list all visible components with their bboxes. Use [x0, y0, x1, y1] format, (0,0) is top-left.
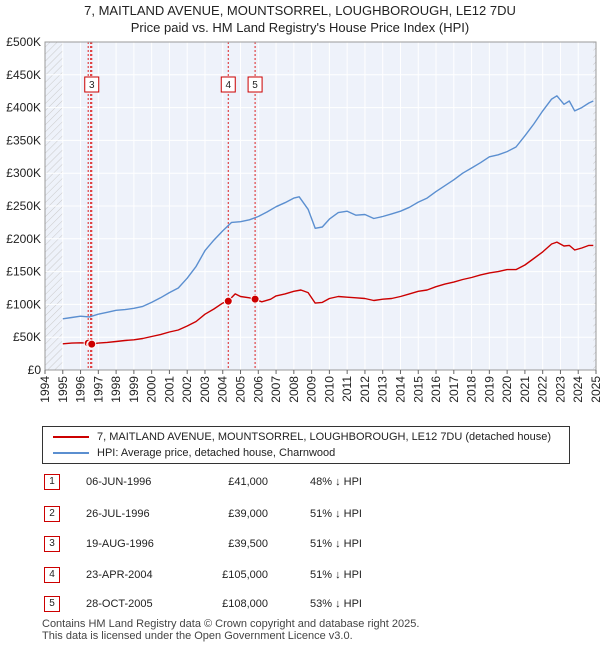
- price-chart: 3 4 5 £0 £50K £100K £150K £200K £250K £300K £350K…: [6, 35, 600, 403]
- x-tick-label: 2016: [429, 376, 443, 403]
- x-tick-label: 1996: [74, 376, 88, 403]
- transaction-hpi: 51% ↓ HPI: [310, 569, 362, 581]
- y-tick-label: £500K: [6, 35, 41, 49]
- sale-marker-label: 5: [252, 80, 258, 91]
- x-tick-label: 2024: [571, 376, 585, 403]
- y-tick-label: £150K: [6, 265, 41, 279]
- x-tick-label: 2008: [287, 376, 301, 403]
- sale-marker-label: 3: [89, 80, 95, 91]
- x-tick-label: 2023: [553, 376, 567, 403]
- sale-marker-box: [247, 76, 263, 93]
- plot-border: [44, 41, 597, 371]
- transaction-date: 06-JUN-1996: [86, 476, 152, 488]
- x-tick-label: 2000: [145, 376, 159, 403]
- transaction-price: £108,000: [222, 598, 268, 610]
- x-tick-label: 2003: [198, 376, 212, 403]
- y-tick-label: £50K: [13, 330, 41, 344]
- x-tick-label: 2017: [447, 376, 461, 403]
- table-row: 4 23-APR-2004 £105,000 51% ↓ HPI: [40, 567, 580, 583]
- sale-marker: 4: [220, 76, 236, 93]
- x-tick-label: 2011: [340, 376, 354, 402]
- table-row: 3 19-AUG-1996 £39,500 51% ↓ HPI: [40, 536, 580, 552]
- transaction-date: 19-AUG-1996: [86, 538, 154, 550]
- x-tick-label: 2010: [322, 376, 336, 403]
- transaction-hpi: 51% ↓ HPI: [310, 508, 362, 520]
- y-tick-label: £450K: [6, 68, 41, 82]
- sale-point: [87, 339, 97, 349]
- y-tick-label: £250K: [6, 199, 41, 213]
- sale-point: [250, 294, 260, 304]
- transaction-date: 23-APR-2004: [86, 569, 153, 581]
- transaction-number: 5: [44, 596, 60, 612]
- y-tick-label: £400K: [6, 101, 41, 115]
- chart-title: 7, MAITLAND AVENUE, MOUNTSORREL, LOUGHBO…: [0, 2, 600, 36]
- footer-license: This data is licensed under the Open Gov…: [42, 630, 353, 642]
- x-tick-label: 2012: [358, 376, 372, 403]
- x-tick-label: 2022: [536, 376, 550, 403]
- table-row: 1 06-JUN-1996 £41,000 48% ↓ HPI: [40, 474, 580, 490]
- x-tick-label: 2018: [465, 376, 479, 403]
- transaction-hpi: 53% ↓ HPI: [310, 598, 362, 610]
- footer: Contains HM Land Registry data © Crown c…: [42, 618, 419, 642]
- x-tick-label: 2021: [518, 376, 532, 403]
- x-tick-label: 2009: [305, 376, 319, 403]
- legend-item-property: 7, MAITLAND AVENUE, MOUNTSORREL, LOUGHBO…: [53, 429, 551, 445]
- footer-copyright: Contains HM Land Registry data © Crown c…: [42, 618, 420, 630]
- x-tick-label: 1995: [56, 376, 70, 403]
- table-row: 5 28-OCT-2005 £108,000 53% ↓ HPI: [40, 596, 580, 612]
- x-tick-label: 2019: [482, 376, 496, 403]
- sale-marker-label: 4: [225, 80, 231, 91]
- legend-label-property: 7, MAITLAND AVENUE, MOUNTSORREL, LOUGHBO…: [97, 431, 551, 443]
- sale-marker: 3: [84, 76, 100, 93]
- y-tick-label: £100K: [6, 297, 41, 311]
- transaction-hpi: 51% ↓ HPI: [310, 538, 362, 550]
- transaction-number: 2: [44, 506, 60, 522]
- legend-swatch-property: [53, 436, 89, 438]
- x-tick-label: 2006: [251, 376, 265, 403]
- legend-swatch-hpi: [53, 452, 89, 454]
- chart-title-line2: Price paid vs. HM Land Registry's House …: [130, 20, 470, 35]
- hpi-line: [62, 95, 594, 320]
- sale-marker-box: [84, 76, 100, 93]
- x-tick-label: 2013: [376, 376, 390, 403]
- transaction-price: £39,500: [228, 538, 268, 550]
- transaction-number: 1: [44, 474, 60, 490]
- y-tick-label: £200K: [6, 232, 41, 246]
- transaction-price: £105,000: [222, 569, 268, 581]
- x-tick-label: 1994: [38, 376, 52, 403]
- sale-point: [223, 296, 233, 306]
- legend-item-hpi: HPI: Average price, detached house, Char…: [53, 445, 335, 461]
- transaction-number: 4: [44, 567, 60, 583]
- legend-label-hpi: HPI: Average price, detached house, Char…: [97, 447, 336, 459]
- transaction-date: 26-JUL-1996: [86, 508, 150, 520]
- y-tick-label: £350K: [6, 133, 41, 147]
- x-tick-label: 2015: [411, 376, 425, 403]
- chart-title-line1: 7, MAITLAND AVENUE, MOUNTSORREL, LOUGHBO…: [84, 3, 516, 18]
- table-row: 2 26-JUL-1996 £39,000 51% ↓ HPI: [40, 506, 580, 522]
- x-tick-label: 2004: [216, 376, 230, 403]
- x-tick-label: 2002: [180, 376, 194, 403]
- sale-marker-box: [220, 76, 236, 93]
- x-tick-label: 1998: [109, 376, 123, 403]
- x-tick-label: 2014: [393, 376, 407, 403]
- transaction-price: £39,000: [228, 508, 268, 520]
- x-tick-label: 1999: [127, 376, 141, 403]
- x-tick-label: 2020: [500, 376, 514, 403]
- x-tick-label: 2025: [589, 376, 600, 403]
- x-tick-label: 2007: [269, 376, 283, 403]
- transaction-hpi: 48% ↓ HPI: [310, 476, 362, 488]
- legend: 7, MAITLAND AVENUE, MOUNTSORREL, LOUGHBO…: [42, 426, 570, 464]
- transaction-date: 28-OCT-2005: [86, 598, 153, 610]
- property-price-line: [62, 241, 594, 345]
- y-tick-label: £300K: [6, 166, 41, 180]
- sale-marker: 5: [247, 76, 263, 93]
- transaction-number: 3: [44, 536, 60, 552]
- x-tick-label: 2005: [234, 376, 248, 403]
- y-tick-label: £0: [28, 363, 42, 377]
- transaction-price: £41,000: [228, 476, 268, 488]
- x-tick-label: 2001: [162, 376, 176, 403]
- x-tick-label: 1997: [91, 376, 105, 403]
